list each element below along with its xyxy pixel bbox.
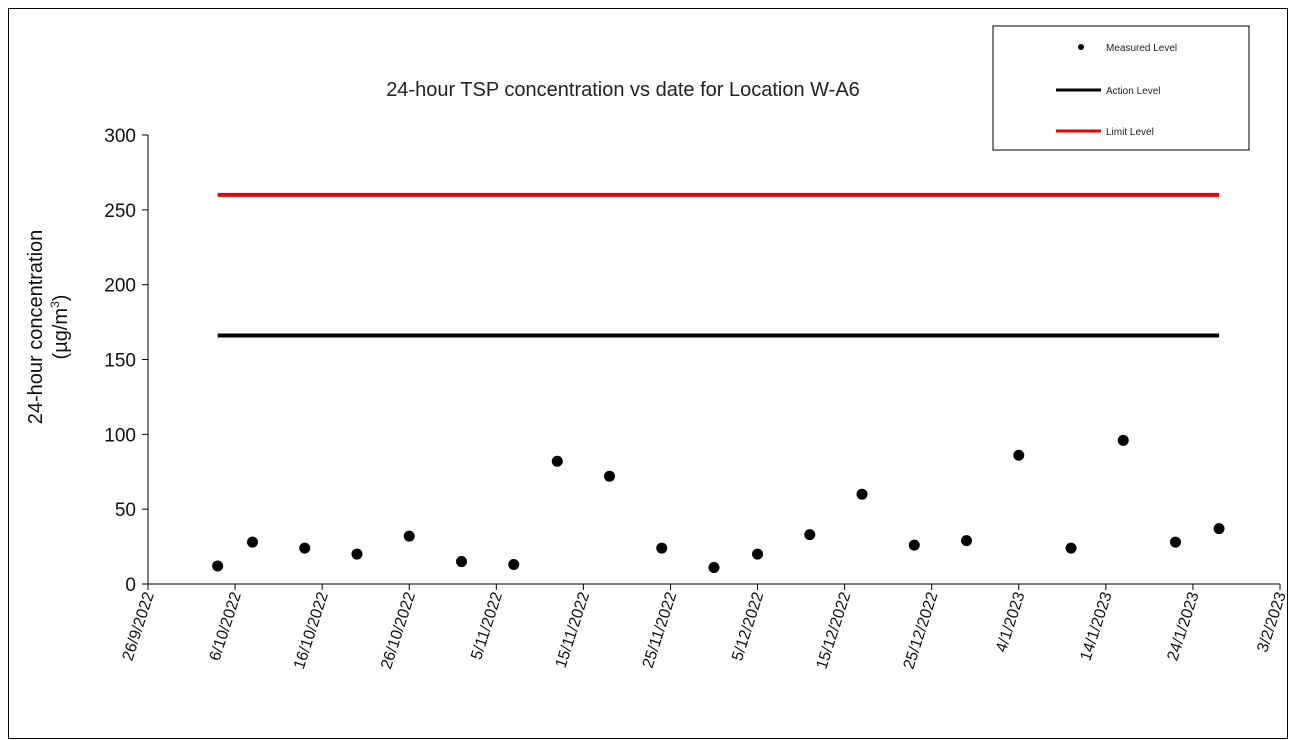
legend-label-limit: Limit Level [1106,127,1154,138]
measured-level-point [1170,536,1182,548]
x-tick-label: 6/10/2022 [207,590,245,663]
measured-level-point [1117,434,1129,446]
measured-level-point [551,455,563,467]
y-tick-label: 100 [104,425,136,446]
y-axis-label-units: (µg/m3) [48,295,72,360]
measured-level-point [908,539,920,551]
y-tick-label: 300 [104,126,136,147]
x-tick-label: 25/12/2022 [901,590,942,672]
x-tick-label: 16/10/2022 [291,590,332,672]
measured-level-point [212,560,224,572]
y-tick-label: 250 [104,201,136,222]
measured-level-point [708,562,720,574]
x-tick-label: 3/2/2023 [1254,590,1289,655]
legend: Measured Level Action Level Limit Level [992,25,1250,151]
measured-level-point [804,529,816,541]
x-tick-label: 4/1/2023 [993,590,1028,655]
measured-level-point [455,556,467,568]
measured-level-point [961,535,973,547]
x-tick-label: 26/9/2022 [120,590,158,663]
x-tick-label: 14/1/2023 [1077,590,1115,663]
legend-label-measured: Measured Level [1106,43,1177,54]
x-tick-label: 15/11/2022 [553,590,594,670]
x-tick-label: 25/11/2022 [640,590,681,670]
y-axis-label-line1: 24-hour concentration [25,230,47,425]
measured-level-point [246,536,258,548]
legend-marker-measured [1078,44,1084,50]
y-axis-label-unit-prefix: (µg/m [50,308,72,360]
chart-title: 24-hour TSP concentration vs date for Lo… [386,79,860,101]
x-tick-label: 24/1/2023 [1165,590,1203,663]
measured-level-point [656,542,668,554]
measured-level-point [604,470,616,482]
chart-svg: 24-hour TSP concentration vs date for Lo… [25,25,1289,672]
measured-level-point [351,548,363,560]
y-axis-label: 24-hour concentration [25,230,47,425]
legend-label-action: Action Level [1106,86,1160,97]
x-tick-label: 15/12/2022 [814,590,855,672]
measured-level-point [299,542,311,554]
y-axis-label-unit-sup: 3 [48,301,62,308]
measured-level-point [403,530,415,542]
measured-level-point [752,548,764,560]
measured-level-point [1065,542,1077,554]
measured-level-point [1213,523,1225,535]
chart-frame: 24-hour TSP concentration vs date for Lo… [8,8,1289,739]
x-tick-label: 5/11/2022 [468,590,506,662]
measured-level-point [1013,449,1025,461]
y-axis-label-unit-suffix: ) [50,295,72,302]
y-tick-label: 0 [125,575,136,596]
measured-level-point [508,559,520,571]
legend-box [992,25,1250,151]
y-tick-label: 150 [104,351,136,372]
x-tick-label: 26/10/2022 [378,590,419,672]
y-tick-label: 200 [104,276,136,297]
measured-level-point [856,488,868,500]
y-tick-label: 50 [115,500,136,521]
x-tick-label: 5/12/2022 [729,590,767,663]
